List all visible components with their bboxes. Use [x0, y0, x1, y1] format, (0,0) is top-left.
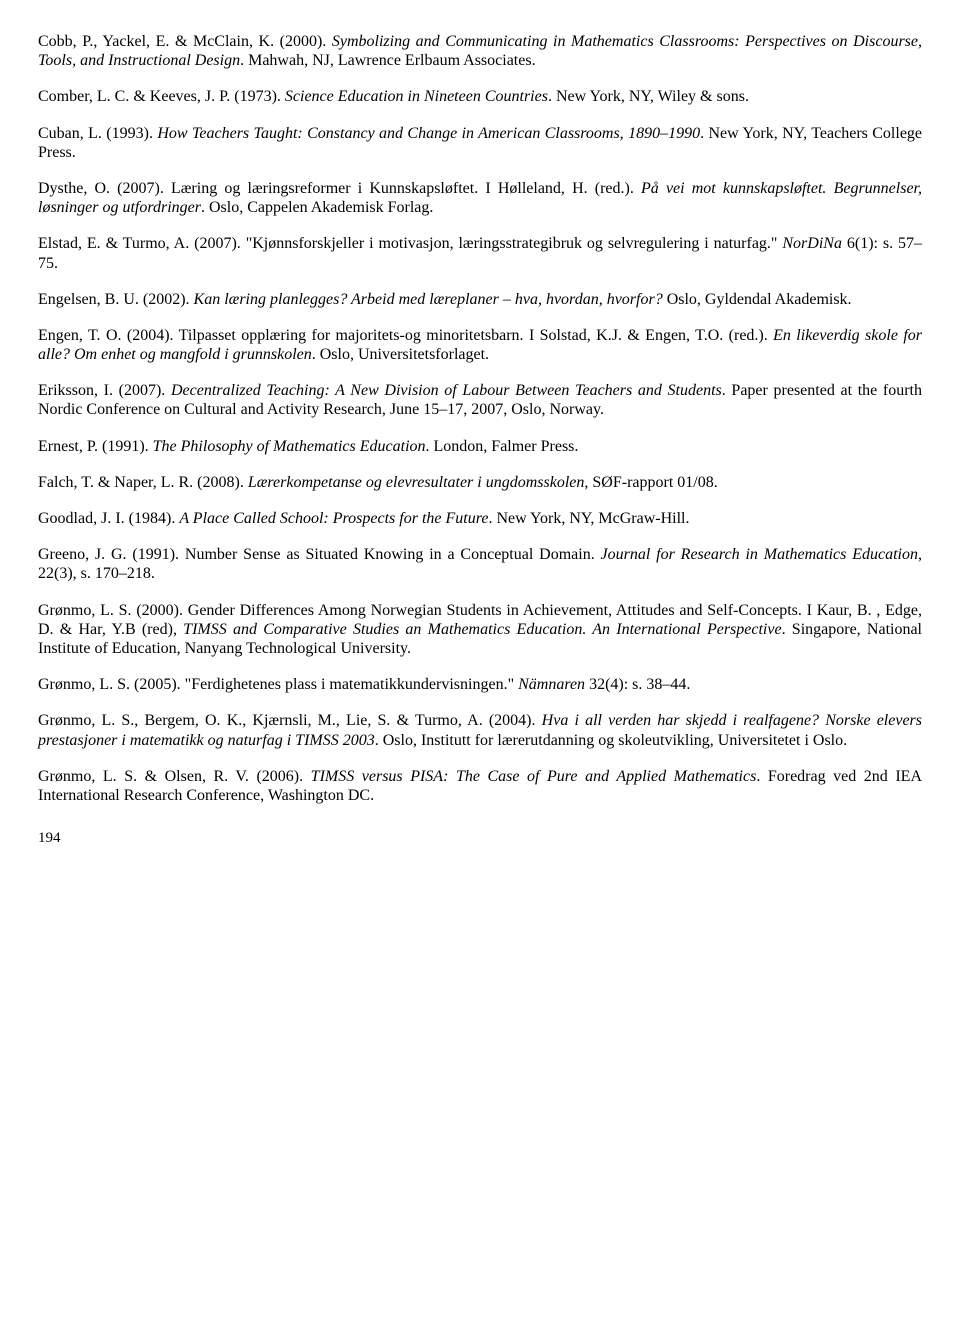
- reference-text: Grønmo, L. S. & Olsen, R. V. (2006).: [38, 768, 311, 785]
- reference-title: A Place Called School: Prospects for the…: [179, 510, 488, 527]
- reference-text: Engelsen, B. U. (2002).: [38, 291, 194, 308]
- reference-text: Engen, T. O. (2004). Tilpasset opplæring…: [38, 327, 773, 344]
- reference-entry: Elstad, E. & Turmo, A. (2007). "Kjønnsfo…: [38, 234, 922, 272]
- reference-title: Kan læring planlegges? Arbeid med lærepl…: [194, 291, 663, 308]
- reference-text: Greeno, J. G. (1991). Number Sense as Si…: [38, 546, 601, 563]
- reference-title: Lærerkompetanse og elevresultater i ungd…: [248, 474, 585, 491]
- reference-entry: Ernest, P. (1991). The Philosophy of Mat…: [38, 437, 922, 456]
- reference-entry: Cobb, P., Yackel, E. & McClain, K. (2000…: [38, 32, 922, 70]
- reference-title: Journal for Research in Mathematics Educ…: [601, 546, 922, 563]
- reference-entry: Engen, T. O. (2004). Tilpasset opplæring…: [38, 326, 922, 364]
- reference-text: Grønmo, L. S. (2005). "Ferdighetenes pla…: [38, 676, 518, 693]
- reference-entry: Falch, T. & Naper, L. R. (2008). Lærerko…: [38, 473, 922, 492]
- reference-entry: Dysthe, O. (2007). Læring og læringsrefo…: [38, 179, 922, 217]
- reference-text: Dysthe, O. (2007). Læring og læringsrefo…: [38, 180, 641, 197]
- reference-title: TIMSS and Comparative Studies an Mathema…: [183, 621, 781, 638]
- reference-entry: Cuban, L. (1993). How Teachers Taught: C…: [38, 124, 922, 162]
- reference-entry: Grønmo, L. S., Bergem, O. K., Kjærnsli, …: [38, 711, 922, 749]
- references-list: Cobb, P., Yackel, E. & McClain, K. (2000…: [38, 32, 922, 805]
- reference-entry: Grønmo, L. S. (2000). Gender Differences…: [38, 601, 922, 659]
- reference-text: 32(4): s. 38–44.: [585, 676, 690, 693]
- reference-text: Eriksson, I. (2007).: [38, 382, 171, 399]
- reference-text: . Oslo, Institutt for lærerutdanning og …: [375, 732, 847, 749]
- reference-entry: Grønmo, L. S. (2005). "Ferdighetenes pla…: [38, 675, 922, 694]
- reference-text: Oslo, Gyldendal Akademisk.: [663, 291, 852, 308]
- reference-text: 22(3), s. 170–218.: [38, 565, 155, 582]
- reference-entry: Grønmo, L. S. & Olsen, R. V. (2006). TIM…: [38, 767, 922, 805]
- reference-text: Cobb, P., Yackel, E. & McClain, K. (2000…: [38, 33, 332, 50]
- reference-title: TIMSS versus PISA: The Case of Pure and …: [311, 768, 757, 785]
- reference-text: , SØF-rapport 01/08.: [584, 474, 717, 491]
- reference-title: Science Education in Nineteen Countries: [285, 88, 548, 105]
- reference-entry: Eriksson, I. (2007). Decentralized Teach…: [38, 381, 922, 419]
- reference-text: Elstad, E. & Turmo, A. (2007). "Kjønnsfo…: [38, 235, 782, 252]
- reference-text: Comber, L. C. & Keeves, J. P. (1973).: [38, 88, 285, 105]
- reference-entry: Engelsen, B. U. (2002). Kan læring planl…: [38, 290, 922, 309]
- reference-text: . Mahwah, NJ, Lawrence Erlbaum Associate…: [240, 52, 535, 69]
- reference-text: Falch, T. & Naper, L. R. (2008).: [38, 474, 248, 491]
- reference-text: Goodlad, J. I. (1984).: [38, 510, 179, 527]
- reference-entry: Greeno, J. G. (1991). Number Sense as Si…: [38, 545, 922, 583]
- reference-text: . Oslo, Universitetsforlaget.: [312, 346, 489, 363]
- page-number: 194: [38, 829, 922, 847]
- reference-text: Cuban, L. (1993).: [38, 125, 157, 142]
- reference-entry: Goodlad, J. I. (1984). A Place Called Sc…: [38, 509, 922, 528]
- reference-text: . Oslo, Cappelen Akademisk Forlag.: [201, 199, 433, 216]
- reference-title: Decentralized Teaching: A New Division o…: [171, 382, 722, 399]
- reference-title: NorDiNa: [782, 235, 842, 252]
- reference-title: Nämnaren: [518, 676, 585, 693]
- reference-title: The Philosophy of Mathematics Education: [153, 438, 426, 455]
- reference-text: . London, Falmer Press.: [426, 438, 579, 455]
- reference-text: . New York, NY, McGraw-Hill.: [488, 510, 689, 527]
- reference-entry: Comber, L. C. & Keeves, J. P. (1973). Sc…: [38, 87, 922, 106]
- reference-title: How Teachers Taught: Constancy and Chang…: [157, 125, 700, 142]
- reference-text: . New York, NY, Wiley & sons.: [548, 88, 749, 105]
- reference-text: Ernest, P. (1991).: [38, 438, 153, 455]
- reference-text: Grønmo, L. S., Bergem, O. K., Kjærnsli, …: [38, 712, 542, 729]
